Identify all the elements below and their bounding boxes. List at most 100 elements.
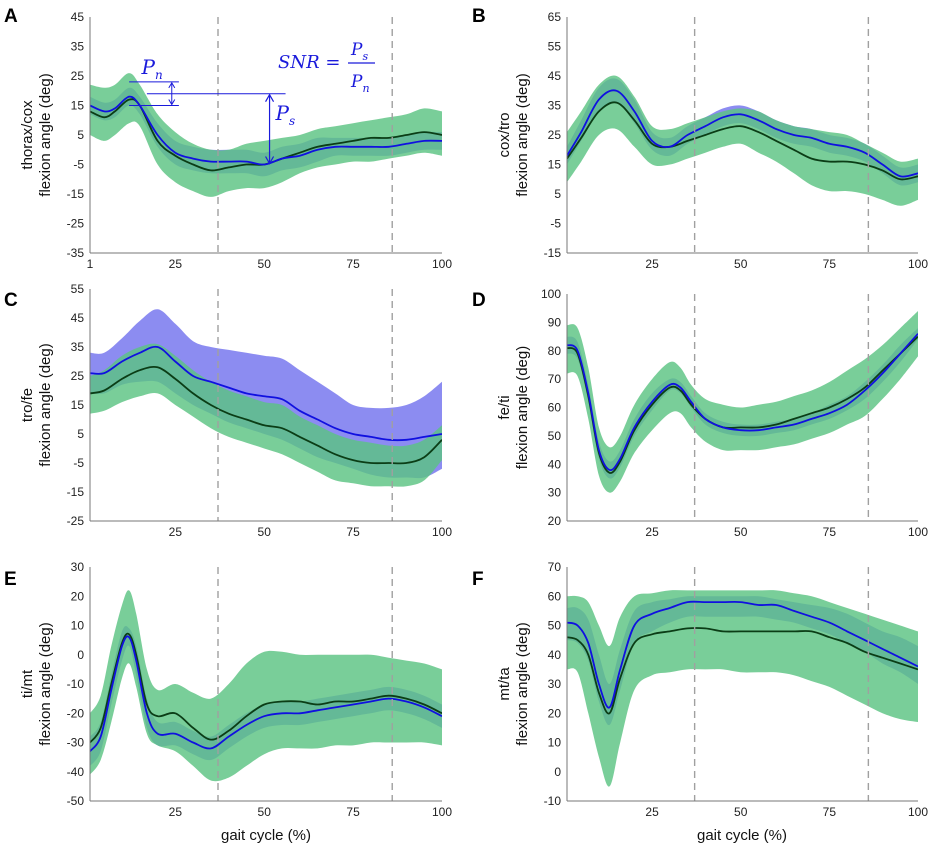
x-tick-label: 50 <box>258 525 272 539</box>
x-tick-label: 1 <box>87 257 94 271</box>
y-tick-label: 15 <box>71 398 85 412</box>
y-tick-label: -35 <box>67 246 85 260</box>
blue-mean-line <box>567 333 918 471</box>
y-tick-label: -10 <box>67 677 85 691</box>
y-tick-label: 45 <box>548 69 562 83</box>
panel-letter: E <box>4 569 17 590</box>
y-axis-label-line2: flexion angle (deg) <box>37 73 54 196</box>
noise-label-main: P <box>141 55 156 79</box>
green-variability-band <box>90 73 442 197</box>
x-tick-label: 75 <box>346 257 360 271</box>
green-variability-band <box>567 590 918 787</box>
y-tick-label: 10 <box>71 619 85 633</box>
y-tick-label: 15 <box>548 158 562 172</box>
y-tick-label: 30 <box>548 677 562 691</box>
green-mean-line <box>567 101 918 181</box>
green-variability-band <box>567 75 918 206</box>
signal-label-sub: s <box>289 114 295 128</box>
plot-area <box>567 311 918 493</box>
y-tick-label: -30 <box>67 736 85 750</box>
y-tick-label: -50 <box>67 794 85 808</box>
snr-denominator-main: P <box>350 72 363 92</box>
y-axis-label-line2: flexion angle (deg) <box>37 622 54 745</box>
x-tick-label: 50 <box>734 805 748 819</box>
y-tick-label: 50 <box>548 429 562 443</box>
x-tick-label: 75 <box>823 525 837 539</box>
y-tick-label: 70 <box>548 372 562 386</box>
y-tick-label: -5 <box>73 158 84 172</box>
y-tick-label: 35 <box>71 40 85 54</box>
y-tick-label: 35 <box>548 99 562 113</box>
x-tick-label: 100 <box>908 805 928 819</box>
signal-arrow-head-up <box>265 93 275 102</box>
y-tick-label: -15 <box>67 187 85 201</box>
y-tick-label: 40 <box>548 457 562 471</box>
y-tick-label: -5 <box>550 217 561 231</box>
y-tick-label: 20 <box>548 514 562 528</box>
y-tick-label: 45 <box>71 10 85 24</box>
x-tick-label: 50 <box>734 525 748 539</box>
x-tick-label: 25 <box>169 257 183 271</box>
plot-area <box>567 590 918 787</box>
noise-label: Pn <box>141 55 163 82</box>
x-axis-label-right: gait cycle (%) <box>697 827 787 844</box>
panel-F: -10 0 10 20 30 40 50 60 70 25 50 75 100 Fmt/ta flexion… <box>472 560 928 819</box>
y-tick-label: -40 <box>67 765 85 779</box>
y-tick-label: 30 <box>548 486 562 500</box>
y-tick-label: 60 <box>548 589 562 603</box>
plot-area <box>90 309 442 487</box>
x-tick-label: 25 <box>645 257 659 271</box>
y-tick-label: 10 <box>548 736 562 750</box>
y-tick-label: 15 <box>71 99 85 113</box>
y-tick-label: 25 <box>71 69 85 83</box>
blue-mean-line <box>90 345 442 442</box>
snr-numerator: Ps <box>350 40 368 63</box>
y-tick-label: 55 <box>548 40 562 54</box>
y-tick-label: 55 <box>71 282 85 296</box>
y-tick-label: -10 <box>544 794 562 808</box>
x-tick-label: 25 <box>645 805 659 819</box>
snr-numerator-main: P <box>350 40 363 60</box>
y-axis-label-line1: thorax/cox <box>19 100 36 170</box>
panel-letter: B <box>472 6 486 27</box>
y-tick-label: 100 <box>541 287 561 301</box>
x-tick-label: 25 <box>645 525 659 539</box>
blue-mean-line <box>90 635 442 752</box>
y-axis-label-line1: mt/ta <box>496 667 513 701</box>
blue-mean-line <box>567 89 918 178</box>
y-tick-label: 25 <box>71 369 85 383</box>
plot-area <box>90 73 442 197</box>
y-tick-label: 35 <box>71 340 85 354</box>
signal-arrow-head-down <box>265 156 275 165</box>
green-mean-line <box>90 632 442 744</box>
x-tick-label: 100 <box>908 257 928 271</box>
y-tick-label: -25 <box>67 514 85 528</box>
x-axis-label-left: gait cycle (%) <box>221 827 311 844</box>
y-axis-label-line1: fe/ti <box>496 395 513 419</box>
y-axis-label-line1: ti/mt <box>19 669 36 698</box>
y-tick-label: 30 <box>71 560 85 574</box>
y-tick-label: 80 <box>548 344 562 358</box>
y-tick-label: 20 <box>71 589 85 603</box>
y-tick-label: 60 <box>548 401 562 415</box>
y-tick-label: -15 <box>544 246 562 260</box>
y-tick-label: 45 <box>71 311 85 325</box>
snr-denominator-sub: n <box>362 82 369 95</box>
noise-label-sub: n <box>155 68 163 82</box>
panel-E: -50 -40 -30 -20 -10 0 10 20 30 25 50 75 100 Eti/mt fle… <box>4 560 452 819</box>
blue-mean-line <box>567 600 918 709</box>
y-tick-label: 70 <box>548 560 562 574</box>
panel-letter: F <box>472 569 484 590</box>
y-tick-label: -5 <box>73 456 84 470</box>
x-tick-label: 75 <box>823 805 837 819</box>
snr-formula-lhs: SNR = <box>278 52 340 73</box>
snr-numerator-sub: s <box>362 50 368 63</box>
y-axis-label-line2: flexion angle (deg) <box>514 73 531 196</box>
signal-label-main: P <box>275 101 290 125</box>
panel-A: -35 -25 -15 -5 5 15 25 35 45 1 25 50 75 100 Athorax/co… <box>4 6 452 271</box>
panel-letter: C <box>4 290 18 311</box>
